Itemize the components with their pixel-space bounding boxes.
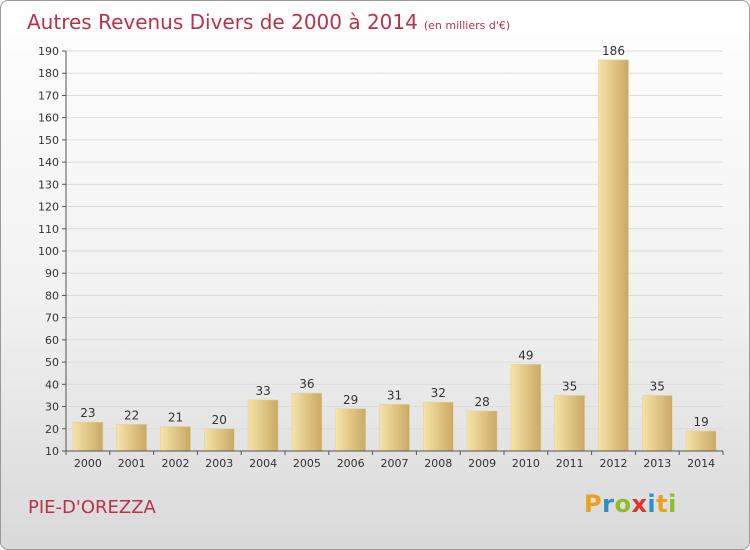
x-tick-label-2002: 2002 bbox=[162, 457, 190, 470]
y-tick-label: 140 bbox=[38, 156, 59, 169]
bar-2004 bbox=[247, 399, 279, 452]
bar-2001 bbox=[116, 424, 147, 452]
x-tick-label-2008: 2008 bbox=[424, 457, 452, 470]
y-tick-label: 150 bbox=[38, 134, 59, 147]
data-label-2012: 186 bbox=[602, 44, 625, 58]
data-label-2008: 32 bbox=[431, 386, 446, 400]
data-label-2001: 22 bbox=[124, 408, 139, 422]
y-tick-label: 100 bbox=[38, 245, 59, 258]
logo-letter: i bbox=[647, 490, 657, 518]
y-tick-label: 120 bbox=[38, 201, 59, 214]
x-tick-label-2009: 2009 bbox=[468, 457, 496, 470]
bar-2003 bbox=[204, 428, 235, 452]
x-tick-label-2000: 2000 bbox=[74, 457, 102, 470]
chart-subtitle: (en milliers d'€) bbox=[423, 19, 511, 32]
x-tick-label-2010: 2010 bbox=[512, 457, 540, 470]
data-label-2004: 33 bbox=[255, 384, 270, 398]
logo-letter: t bbox=[656, 490, 669, 518]
y-tick-label: 20 bbox=[45, 423, 59, 436]
x-tick-label-2005: 2005 bbox=[293, 457, 321, 470]
y-tick-label: 180 bbox=[38, 67, 59, 80]
y-tick-label: 190 bbox=[38, 45, 59, 58]
data-label-2000: 23 bbox=[80, 406, 95, 420]
x-tick-label-2014: 2014 bbox=[687, 457, 715, 470]
x-tick-label-2013: 2013 bbox=[643, 457, 671, 470]
data-label-2007: 31 bbox=[387, 388, 402, 402]
title-text: Autres Revenus Divers de 2000 à 2014 bbox=[27, 10, 418, 34]
data-label-2013: 35 bbox=[650, 379, 665, 393]
bar-2002 bbox=[160, 426, 191, 452]
bar-2005 bbox=[291, 392, 323, 452]
y-tick-label: 170 bbox=[38, 89, 59, 102]
x-axis: 2000 2001 2002 2003 2004 2005 2006 2007 2008 2009… bbox=[65, 450, 724, 470]
bar-2009 bbox=[466, 410, 498, 452]
y-tick-label: 110 bbox=[38, 223, 59, 236]
bars: 23 22 21 20 33 36 29 31 32 28 49 35 186 35 19 bbox=[72, 44, 717, 452]
bar-2012 bbox=[598, 59, 629, 452]
y-tick-label: 60 bbox=[45, 334, 59, 347]
chart-title: Autres Revenus Divers de 2000 à 2014 (en … bbox=[27, 10, 510, 34]
x-tick-label-2006: 2006 bbox=[337, 457, 365, 470]
x-tick-label-2011: 2011 bbox=[556, 457, 584, 470]
y-tick-label: 40 bbox=[45, 378, 59, 391]
logo-letter: i bbox=[668, 490, 677, 518]
bar-2000 bbox=[72, 421, 104, 452]
data-label-2010: 49 bbox=[518, 348, 533, 362]
x-tick-label-2001: 2001 bbox=[118, 457, 146, 470]
data-label-2002: 21 bbox=[168, 411, 183, 425]
y-axis: 10 20 30 40 50 60 70 80 90 100 110 120 130 140 150 160 1… bbox=[38, 45, 67, 458]
y-tick-label: 50 bbox=[45, 356, 59, 369]
bar-2008 bbox=[422, 401, 454, 452]
x-tick-label-2007: 2007 bbox=[381, 457, 409, 470]
data-label-2006: 29 bbox=[343, 393, 358, 407]
y-tick-label: 30 bbox=[45, 401, 59, 414]
bar-2007 bbox=[379, 404, 410, 452]
proxiti-logo[interactable]: Proxiti bbox=[584, 490, 677, 518]
x-tick-label-2004: 2004 bbox=[249, 457, 277, 470]
logo-letter: x bbox=[631, 490, 648, 518]
bar-2006 bbox=[335, 408, 367, 452]
y-tick-label: 160 bbox=[38, 112, 59, 125]
commune-name: PIE-D'OREZZA bbox=[28, 497, 156, 518]
data-label-2009: 28 bbox=[474, 395, 489, 409]
y-tick-label: 10 bbox=[45, 445, 59, 458]
y-tick-label: 90 bbox=[45, 267, 59, 280]
x-tick-label-2012: 2012 bbox=[600, 457, 628, 470]
logo-letter: P bbox=[584, 490, 603, 518]
data-label-2014: 19 bbox=[693, 415, 708, 429]
data-label-2003: 20 bbox=[212, 413, 227, 427]
data-label-2005: 36 bbox=[299, 377, 314, 391]
data-label-2011: 35 bbox=[562, 379, 577, 393]
bar-2013 bbox=[641, 395, 673, 452]
bar-2010 bbox=[510, 364, 542, 452]
y-tick-label: 70 bbox=[45, 312, 59, 325]
y-tick-label: 80 bbox=[45, 289, 59, 302]
logo-letter: o bbox=[614, 490, 632, 518]
bar-2014 bbox=[685, 430, 717, 452]
bar-2011 bbox=[554, 395, 586, 452]
y-tick-label: 130 bbox=[38, 178, 59, 191]
x-tick-label-2003: 2003 bbox=[205, 457, 233, 470]
logo-letter: r bbox=[602, 490, 615, 518]
